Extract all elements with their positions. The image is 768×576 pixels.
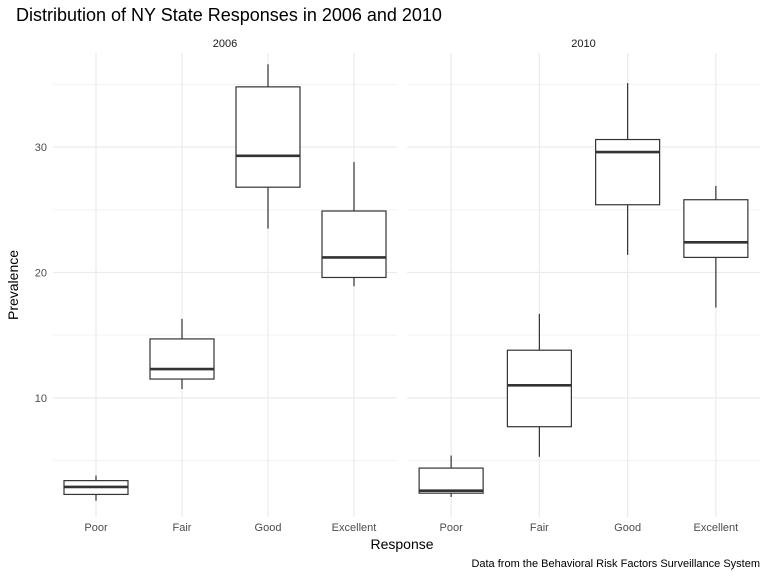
box-body <box>321 210 387 279</box>
x-tick-label-poor: Poor <box>84 522 108 534</box>
box-2010-excellent <box>683 185 749 308</box>
box-body <box>235 86 301 188</box>
facet-panel-2010: 2010 Poor Fair Good Excellent <box>407 38 760 534</box>
x-tick-label-poor: Poor <box>440 522 464 534</box>
box-2006-fair <box>149 318 215 390</box>
box-body <box>149 338 215 380</box>
box-2010-poor <box>418 455 484 497</box>
x-tick-label-good: Good <box>614 522 641 534</box>
box-body <box>418 467 484 494</box>
box-body <box>506 349 572 428</box>
y-axis-title: Prevalence <box>5 250 21 320</box>
box-2006-good <box>235 64 301 229</box>
box-2006-poor <box>63 475 129 501</box>
x-tick-label-excellent: Excellent <box>694 522 739 534</box>
facet-panel-2006: 2006 Poor Fair Good Excellent <box>53 38 397 534</box>
box-body <box>683 199 749 259</box>
y-tick-label-30: 30 <box>35 142 47 154</box>
chart-caption: Data from the Behavioral Risk Factors Su… <box>471 558 760 570</box>
facet-label-2006: 2006 <box>213 38 237 50</box>
y-tick-label-10: 10 <box>35 393 47 405</box>
x-tick-label-excellent: Excellent <box>332 522 377 534</box>
y-tick-label-20: 20 <box>35 267 47 279</box>
x-tick-label-fair: Fair <box>173 522 192 534</box>
chart-title: Distribution of NY State Responses in 20… <box>16 5 442 25</box>
box-body <box>595 138 661 206</box>
x-axis-title: Response <box>370 536 433 552</box>
box-2010-fair <box>506 313 572 457</box>
x-tick-label-fair: Fair <box>530 522 549 534</box>
box-2006-excellent <box>321 162 387 287</box>
facet-label-2010: 2010 <box>571 38 595 50</box>
box-2010-good <box>595 83 661 255</box>
x-tick-label-good: Good <box>255 522 282 534</box>
